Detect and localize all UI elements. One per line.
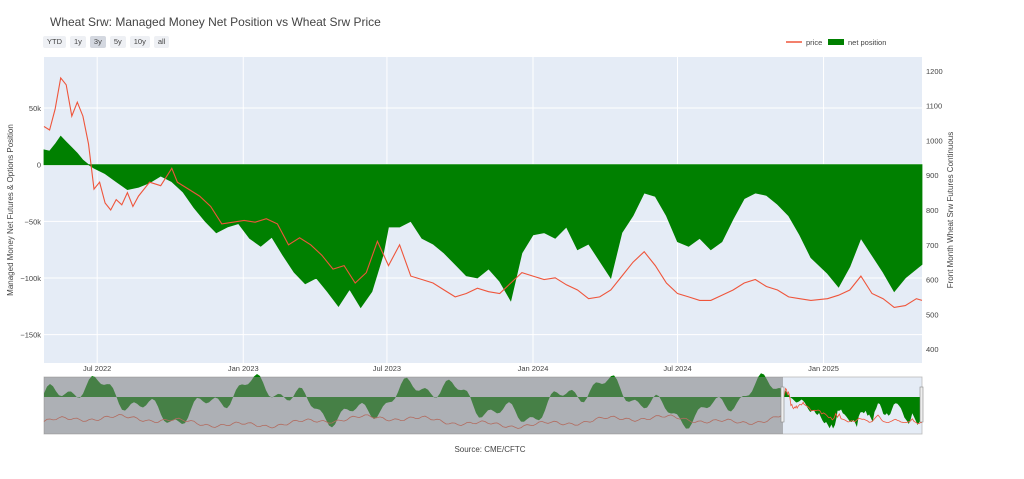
- y2-tick-label-7: 500: [926, 310, 939, 319]
- price-line: [43, 76, 923, 308]
- net-position-series: [43, 135, 923, 309]
- x-tick-label-2: Jul 2023: [373, 364, 401, 373]
- range-slider-handle-left[interactable]: [780, 386, 785, 423]
- range-button-5y[interactable]: 5y: [109, 36, 126, 48]
- range-button-ytd[interactable]: YTD: [43, 36, 66, 48]
- x-tick-label-0: Jul 2022: [83, 364, 111, 373]
- y-axis-title: Managed Money Net Futures & Options Posi…: [6, 124, 15, 296]
- x-tick-label-5: Jan 2025: [808, 364, 839, 373]
- legend-net-swatch: [828, 39, 844, 45]
- range-button-1y[interactable]: 1y: [70, 36, 86, 48]
- y2-tick-label-1: 1100: [926, 102, 942, 111]
- x-tick-label-3: Jan 2024: [518, 364, 549, 373]
- range-slider-handle-right[interactable]: [919, 386, 924, 423]
- y-tick-label-2: −50k: [25, 217, 42, 226]
- chart-title: Wheat Srw: Managed Money Net Position vs…: [50, 15, 381, 29]
- legend-price-label[interactable]: price: [806, 38, 822, 47]
- range-slider-price-line: [782, 387, 923, 425]
- y-tick-label-4: −150k: [20, 331, 41, 340]
- source-note: Source: CME/CFTC: [454, 445, 525, 454]
- y-tick-label-0: 50k: [29, 104, 41, 113]
- range-slider-net-area: [783, 390, 922, 429]
- y2-tick-label-3: 900: [926, 171, 939, 180]
- range-button-all[interactable]: all: [153, 36, 170, 48]
- y2-tick-label-5: 700: [926, 241, 939, 250]
- y2-tick-label-2: 1000: [926, 136, 943, 145]
- y2-tick-label-8: 400: [926, 345, 939, 354]
- y2-axis-title: Front Month Wheat Srw Futures Continuous: [946, 132, 955, 289]
- range-slider-mask: [44, 377, 783, 434]
- legend[interactable]: price net position: [786, 38, 886, 47]
- y-tick-label-1: 0: [37, 161, 41, 170]
- net-position-area: [43, 135, 923, 309]
- y2-tick-label-6: 600: [926, 276, 939, 285]
- range-button-3y[interactable]: 3y: [89, 36, 106, 48]
- x-tick-label-1: Jan 2023: [228, 364, 259, 373]
- range-button-10y[interactable]: 10y: [129, 36, 150, 48]
- price-series: [43, 76, 923, 308]
- y2-tick-label-4: 800: [926, 206, 939, 215]
- legend-net-label[interactable]: net position: [848, 38, 886, 47]
- range-selector: YTD 1y 3y 5y 10y all: [43, 36, 170, 48]
- x-tick-label-4: Jul 2024: [663, 364, 691, 373]
- y-tick-label-3: −100k: [20, 274, 41, 283]
- range-slider[interactable]: [43, 373, 924, 435]
- y2-tick-label-0: 1200: [926, 67, 943, 76]
- axes: 50k 0 −50k −100k −150k Jul 2022 Jan 2023 Jul 20…: [20, 67, 942, 373]
